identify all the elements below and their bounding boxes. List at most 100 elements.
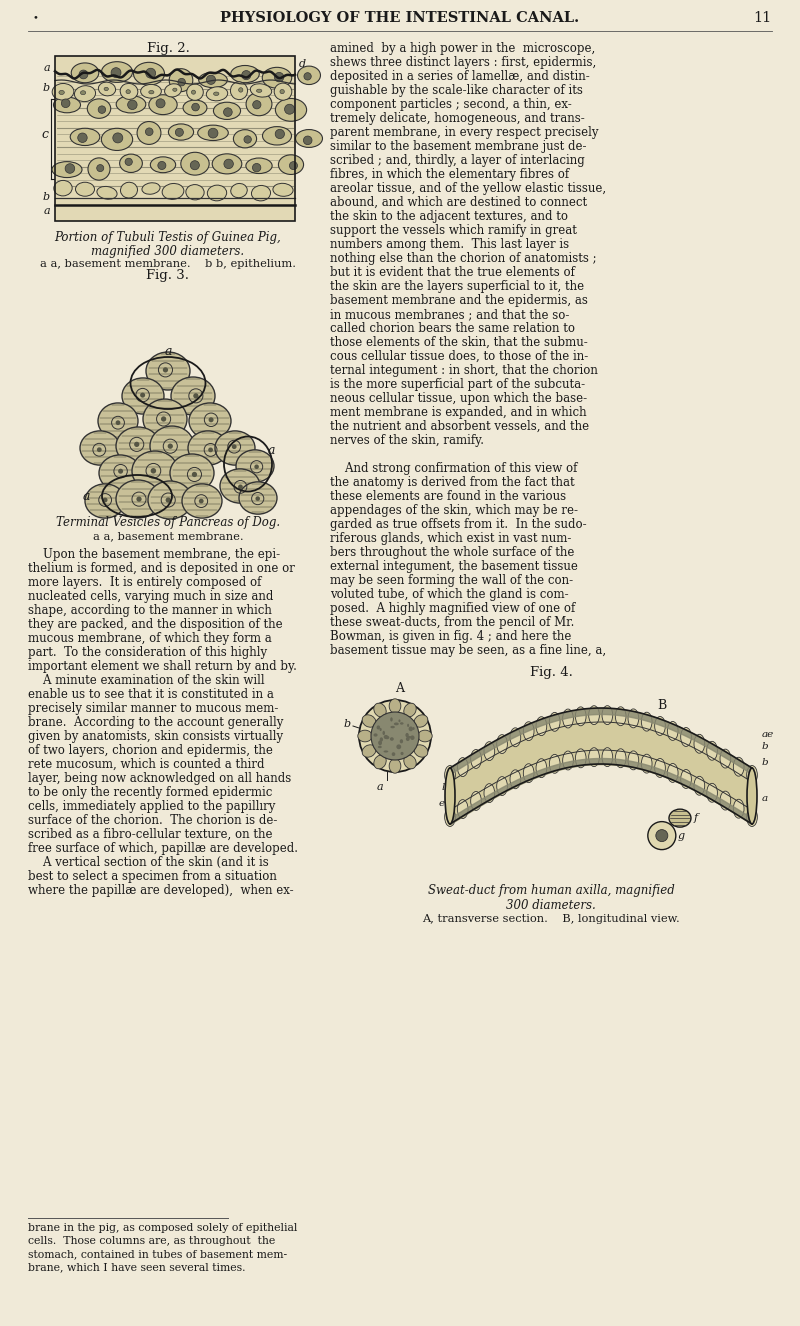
Ellipse shape: [182, 484, 222, 518]
Text: important element we shall return by and by.: important element we shall return by and…: [28, 660, 297, 674]
Ellipse shape: [215, 431, 255, 465]
Circle shape: [168, 444, 173, 448]
Circle shape: [146, 68, 156, 78]
Circle shape: [285, 105, 294, 114]
Ellipse shape: [382, 731, 385, 735]
Ellipse shape: [250, 84, 272, 97]
Ellipse shape: [230, 82, 247, 99]
Text: is the more superficial part of the subcuta-: is the more superficial part of the subc…: [330, 378, 585, 391]
Text: cells, immediately applied to the papillıry: cells, immediately applied to the papill…: [28, 800, 275, 813]
Ellipse shape: [170, 453, 214, 492]
Ellipse shape: [654, 716, 666, 736]
Bar: [55, 56, 295, 221]
Text: called chorion bears the same relation to: called chorion bears the same relation t…: [330, 322, 575, 335]
Text: brane, which I have seen several times.: brane, which I have seen several times.: [28, 1262, 246, 1272]
Text: may be seen forming the wall of the con-: may be seen forming the wall of the con-: [330, 574, 573, 587]
Circle shape: [255, 496, 260, 501]
Ellipse shape: [536, 717, 546, 736]
Ellipse shape: [54, 180, 72, 196]
Text: the skin to the adjacent textures, and to: the skin to the adjacent textures, and t…: [330, 210, 568, 223]
Ellipse shape: [88, 158, 110, 180]
Text: 11: 11: [753, 11, 771, 25]
Text: tremely delicate, homogeneous, and trans-: tremely delicate, homogeneous, and trans…: [330, 111, 585, 125]
Ellipse shape: [407, 736, 411, 739]
Circle shape: [253, 101, 261, 109]
Text: B: B: [657, 699, 666, 712]
Ellipse shape: [358, 731, 372, 741]
Ellipse shape: [104, 88, 108, 90]
Ellipse shape: [404, 754, 416, 769]
Text: a: a: [43, 206, 50, 216]
Ellipse shape: [273, 183, 293, 196]
Text: PHYSIOLOGY OF THE INTESTINAL CANAL.: PHYSIOLOGY OF THE INTESTINAL CANAL.: [221, 11, 579, 25]
Text: rete mucosum, which is counted a third: rete mucosum, which is counted a third: [28, 758, 265, 770]
Circle shape: [128, 99, 137, 110]
Ellipse shape: [396, 744, 402, 749]
Text: brane.  According to the account generally: brane. According to the account generall…: [28, 716, 283, 729]
Text: similar to the basement membrane just de-: similar to the basement membrane just de…: [330, 141, 586, 152]
Ellipse shape: [186, 84, 203, 101]
Text: garded as true offsets from it.  In the sudo-: garded as true offsets from it. In the s…: [330, 518, 586, 530]
Ellipse shape: [189, 403, 231, 439]
Circle shape: [238, 484, 243, 489]
Text: mucous membrane, of which they form a: mucous membrane, of which they form a: [28, 633, 272, 644]
Text: neous cellular tissue, upon which the base-: neous cellular tissue, upon which the ba…: [330, 392, 587, 404]
Text: cells.  Those columns are, as throughout  the: cells. Those columns are, as throughout …: [28, 1236, 275, 1246]
Ellipse shape: [398, 720, 401, 723]
Ellipse shape: [385, 736, 390, 739]
Circle shape: [194, 394, 198, 399]
Ellipse shape: [87, 99, 110, 118]
Text: riferous glands, which exist in vast num-: riferous glands, which exist in vast num…: [330, 532, 571, 545]
Ellipse shape: [523, 721, 534, 741]
Ellipse shape: [378, 745, 382, 748]
Ellipse shape: [510, 728, 521, 747]
Text: •: •: [32, 13, 38, 23]
Ellipse shape: [251, 186, 270, 200]
Circle shape: [178, 78, 186, 86]
Ellipse shape: [149, 94, 177, 114]
Text: fibres, in which the elementary fibres of: fibres, in which the elementary fibres o…: [330, 168, 569, 182]
Ellipse shape: [669, 809, 691, 827]
Circle shape: [79, 70, 88, 78]
Circle shape: [140, 392, 145, 398]
Ellipse shape: [239, 481, 277, 514]
Text: Upon the basement membrane, the epi-: Upon the basement membrane, the epi-: [28, 548, 280, 561]
Text: b: b: [43, 84, 50, 93]
Text: of two layers, chorion and epidermis, the: of two layers, chorion and epidermis, th…: [28, 744, 273, 757]
Ellipse shape: [214, 91, 219, 95]
Text: a: a: [164, 345, 172, 358]
Ellipse shape: [410, 736, 414, 740]
Text: A: A: [395, 682, 405, 695]
Ellipse shape: [134, 62, 165, 85]
Ellipse shape: [706, 741, 718, 760]
Ellipse shape: [146, 351, 190, 390]
Ellipse shape: [575, 749, 586, 768]
Ellipse shape: [390, 725, 395, 728]
Ellipse shape: [409, 727, 413, 731]
Ellipse shape: [747, 768, 757, 823]
Text: And strong confirmation of this view of: And strong confirmation of this view of: [330, 461, 578, 475]
Ellipse shape: [400, 723, 403, 725]
Text: to be only the recently formed epidermic: to be only the recently formed epidermic: [28, 786, 272, 800]
Ellipse shape: [389, 699, 401, 713]
Ellipse shape: [392, 752, 395, 756]
Circle shape: [78, 133, 87, 142]
Ellipse shape: [181, 152, 209, 175]
Ellipse shape: [149, 90, 154, 94]
Circle shape: [150, 468, 156, 473]
Circle shape: [656, 830, 668, 842]
Circle shape: [190, 160, 199, 170]
Ellipse shape: [401, 752, 403, 754]
Ellipse shape: [706, 784, 718, 802]
Ellipse shape: [236, 450, 274, 483]
Ellipse shape: [183, 99, 207, 115]
Ellipse shape: [734, 800, 744, 818]
Text: a a, basement membrane.    b b, epithelium.: a a, basement membrane. b b, epithelium.: [40, 259, 296, 269]
Circle shape: [136, 496, 142, 501]
Text: they are packed, and the disposition of the: they are packed, and the disposition of …: [28, 618, 282, 631]
Ellipse shape: [628, 709, 638, 728]
Text: voluted tube, of which the gland is com-: voluted tube, of which the gland is com-: [330, 587, 569, 601]
Ellipse shape: [445, 768, 455, 823]
Ellipse shape: [143, 399, 187, 439]
Ellipse shape: [191, 90, 195, 94]
